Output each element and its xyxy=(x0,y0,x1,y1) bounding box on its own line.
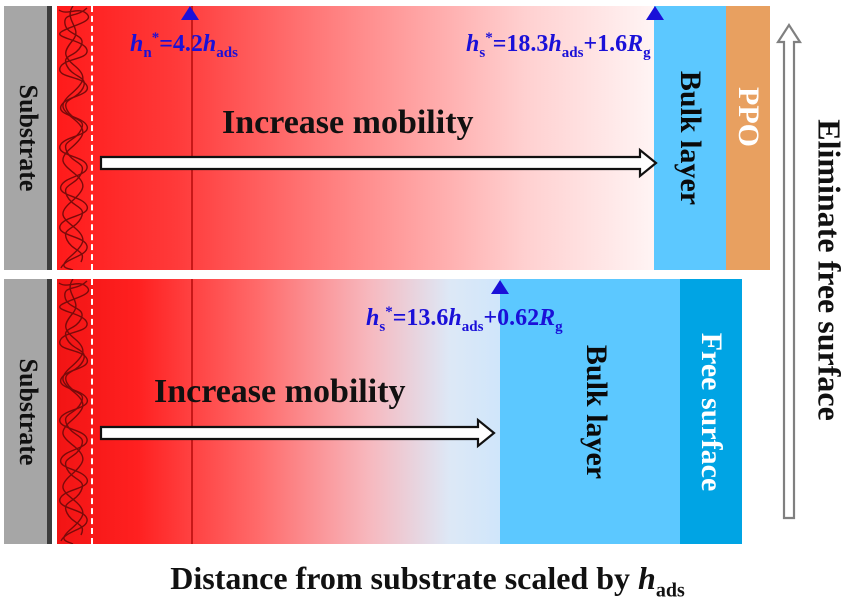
mobility-arrow-icon xyxy=(99,147,658,179)
adsorbed-layer-boundary xyxy=(91,6,93,270)
substrate-label: Substrate xyxy=(14,358,43,465)
ppo-layer: PPO xyxy=(726,6,770,270)
hs-label-bottom: hs*=13.6hads+0.62Rg xyxy=(366,304,563,335)
bottom-panel: Substrate Bulk layer Free surface Increa… xyxy=(4,279,742,544)
substrate-label: Substrate xyxy=(14,84,43,192)
bulk-layer-label: Bulk layer xyxy=(674,70,707,206)
eliminate-arrow-icon xyxy=(776,22,802,520)
top-panel: Substrate Bulk layer PPO Increase mobili… xyxy=(4,6,770,270)
substrate-block: Substrate xyxy=(4,6,52,270)
mobility-gradient xyxy=(57,279,503,544)
hn-marker-line xyxy=(191,6,193,270)
ppo-label: PPO xyxy=(732,86,765,147)
hn-marker-triangle xyxy=(181,6,199,20)
adsorbed-chains-icon xyxy=(58,279,90,544)
adsorbed-layer-boundary xyxy=(91,279,93,544)
mobility-arrow-icon xyxy=(99,417,496,449)
free-surface-layer: Free surface xyxy=(680,279,742,544)
bulk-layer: Bulk layer xyxy=(654,6,726,270)
hs-marker-triangle-top xyxy=(646,6,664,20)
adsorbed-chains-icon xyxy=(58,6,90,270)
hs-marker-triangle-bottom xyxy=(491,280,509,294)
hn-marker-line xyxy=(191,279,193,544)
increase-mobility-label: Increase mobility xyxy=(222,104,474,141)
mobility-gradient xyxy=(57,6,657,270)
hn-label: hn*=4.2hads xyxy=(130,30,238,61)
free-surface-label: Free surface xyxy=(695,332,728,491)
hs-label-top: hs*=18.3hads+1.6Rg xyxy=(466,30,651,61)
increase-mobility-label: Increase mobility xyxy=(154,373,406,410)
substrate-block: Substrate xyxy=(4,279,52,544)
x-axis-caption: Distance from substrate scaled by hads xyxy=(170,560,685,602)
bulk-layer-label: Bulk layer xyxy=(580,344,613,479)
bulk-layer: Bulk layer xyxy=(500,279,680,544)
eliminate-free-surface-label: Eliminate free surface xyxy=(811,119,848,421)
